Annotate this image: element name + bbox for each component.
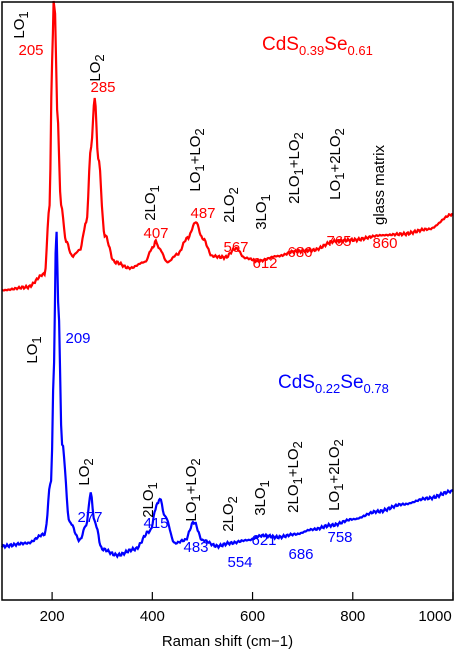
peak-mode-label: LO2	[87, 54, 107, 81]
peak-mode-label: 2LO1	[142, 185, 162, 221]
peak-mode-label: LO1+2LO2	[326, 439, 346, 511]
peak-value-label: 277	[77, 509, 102, 526]
peak-mode-label: LO1	[11, 11, 31, 38]
peak-mode-label: 3LO1	[252, 480, 272, 516]
peak-value-label: 686	[287, 244, 312, 261]
peak-value-label: 407	[143, 225, 168, 242]
peak-value-label: 285	[90, 79, 115, 96]
peak-value-label: 765	[326, 233, 351, 250]
peak-value-label: 415	[143, 515, 168, 532]
peak-mode-label: LO1+2LO2	[327, 128, 347, 200]
peak-value-label: 209	[65, 330, 90, 347]
peak-mode-label: 2LO1+LO2	[286, 132, 306, 204]
peak-value-label: 483	[183, 539, 208, 556]
x-tick-label: 400	[140, 608, 165, 625]
peak-mode-label: glass matrix	[371, 144, 388, 225]
peak-value-label: 612	[252, 255, 277, 272]
plot-frame	[1, 1, 454, 601]
peak-value-label: 621	[251, 532, 276, 549]
peak-mode-label: LO1+LO2	[187, 128, 207, 191]
x-axis-label: Raman shift (cm−1)	[162, 633, 293, 650]
peak-mode-label: 2LO1+LO2	[285, 441, 305, 513]
peak-mode-label: LO2	[76, 458, 96, 485]
peak-mode-label: 2LO2	[221, 187, 241, 223]
peak-value-label: 205	[18, 42, 43, 59]
series-line-cds022se078	[0, 231, 454, 559]
peak-mode-label: LO1	[24, 336, 44, 363]
x-tick-label: 600	[240, 608, 265, 625]
peak-value-label: 758	[327, 529, 352, 546]
peak-mode-label: 2LO1	[140, 482, 160, 518]
series-label-cds022se078: CdS0.22Se0.78	[278, 372, 389, 396]
peak-value-label: 487	[190, 205, 215, 222]
peak-value-label: 567	[223, 239, 248, 256]
peak-value-label: 554	[227, 554, 252, 571]
peak-value-label: 860	[372, 235, 397, 252]
peak-value-label: 686	[288, 546, 313, 563]
x-tick-label: 800	[340, 608, 365, 625]
series-line-cds039se061	[1, 0, 454, 292]
peak-mode-label: LO1+LO2	[183, 458, 203, 521]
x-axis-ticks: 200 400 600 800 1000	[40, 592, 454, 625]
x-tick-label: 1000	[418, 608, 451, 625]
x-tick-label: 200	[40, 608, 65, 625]
peak-mode-label: 2LO2	[220, 496, 240, 532]
plot-area	[0, 0, 454, 559]
peak-mode-label: 3LO1	[253, 194, 273, 230]
series-label-cds039se061: CdS0.39Se0.61	[262, 34, 373, 58]
